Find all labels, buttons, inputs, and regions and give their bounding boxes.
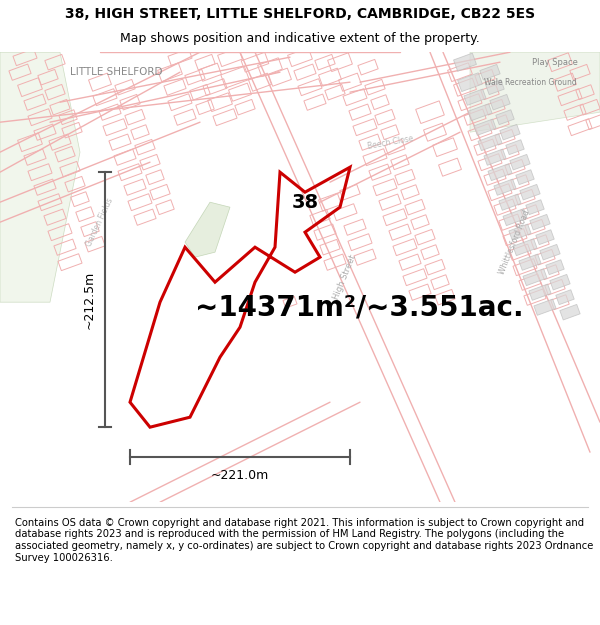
Polygon shape bbox=[536, 230, 554, 244]
Polygon shape bbox=[509, 224, 531, 240]
Polygon shape bbox=[503, 209, 527, 226]
Polygon shape bbox=[523, 269, 547, 286]
Polygon shape bbox=[510, 154, 530, 170]
Polygon shape bbox=[513, 239, 537, 256]
Polygon shape bbox=[490, 94, 510, 110]
Text: 38, HIGH STREET, LITTLE SHELFORD, CAMBRIDGE, CB22 5ES: 38, HIGH STREET, LITTLE SHELFORD, CAMBRI… bbox=[65, 8, 535, 21]
Polygon shape bbox=[458, 72, 482, 92]
Polygon shape bbox=[470, 52, 600, 132]
Text: Beech Close: Beech Close bbox=[367, 134, 413, 151]
Polygon shape bbox=[499, 194, 521, 210]
Polygon shape bbox=[526, 200, 544, 214]
Text: ~14371m²/~3.551ac.: ~14371m²/~3.551ac. bbox=[195, 293, 524, 321]
Text: Map shows position and indicative extent of the property.: Map shows position and indicative extent… bbox=[120, 32, 480, 45]
Polygon shape bbox=[540, 244, 560, 260]
Polygon shape bbox=[480, 64, 500, 80]
Polygon shape bbox=[534, 299, 556, 315]
Polygon shape bbox=[546, 260, 564, 274]
Text: ~212.5m: ~212.5m bbox=[83, 271, 95, 329]
Text: Garden Fields: Garden Fields bbox=[85, 196, 115, 248]
Polygon shape bbox=[500, 124, 520, 140]
Polygon shape bbox=[474, 119, 496, 135]
Polygon shape bbox=[496, 110, 514, 124]
Polygon shape bbox=[550, 274, 570, 290]
Polygon shape bbox=[494, 179, 516, 195]
Polygon shape bbox=[529, 284, 551, 300]
Polygon shape bbox=[486, 80, 504, 94]
Polygon shape bbox=[530, 214, 550, 230]
Polygon shape bbox=[464, 89, 486, 105]
Text: 38: 38 bbox=[292, 192, 319, 212]
Polygon shape bbox=[560, 304, 580, 320]
Polygon shape bbox=[478, 134, 502, 151]
Polygon shape bbox=[185, 202, 230, 257]
Polygon shape bbox=[484, 149, 506, 165]
Polygon shape bbox=[506, 140, 524, 154]
Polygon shape bbox=[520, 184, 540, 200]
Text: Wale Recreation Ground: Wale Recreation Ground bbox=[484, 78, 577, 87]
Polygon shape bbox=[519, 254, 541, 270]
Text: Play Space: Play Space bbox=[532, 58, 578, 67]
Text: LITTLE SHELFORD: LITTLE SHELFORD bbox=[70, 67, 163, 77]
Text: ~221.0m: ~221.0m bbox=[211, 469, 269, 482]
Polygon shape bbox=[488, 164, 512, 181]
Text: Contains OS data © Crown copyright and database right 2021. This information is : Contains OS data © Crown copyright and d… bbox=[15, 518, 593, 562]
Text: High Street: High Street bbox=[332, 253, 358, 301]
Text: Whittlesford Road: Whittlesford Road bbox=[498, 209, 532, 276]
Polygon shape bbox=[454, 53, 476, 71]
Polygon shape bbox=[516, 170, 534, 184]
Polygon shape bbox=[0, 52, 80, 302]
Polygon shape bbox=[556, 290, 574, 304]
Polygon shape bbox=[468, 104, 492, 121]
